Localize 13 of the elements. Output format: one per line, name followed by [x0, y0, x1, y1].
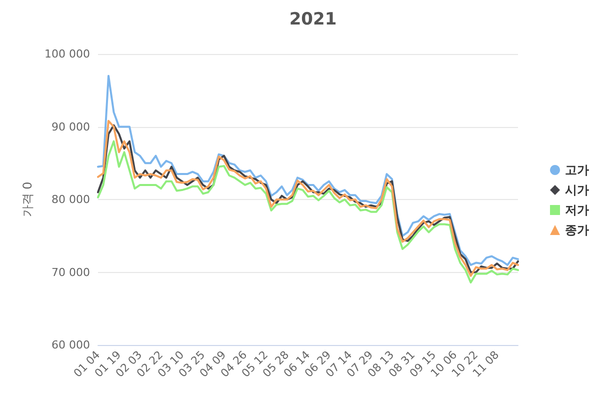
- y-axis-title: 가격 0: [20, 182, 35, 218]
- y-tick-label: 90 000: [52, 120, 90, 134]
- legend-label: 종가: [565, 223, 589, 237]
- line-series: [97, 74, 519, 266]
- legend-label: 저가: [565, 203, 589, 217]
- legend-label: 고가: [565, 163, 589, 177]
- chart-title: 2021: [289, 10, 337, 30]
- y-tick-label: 70 000: [52, 266, 90, 279]
- y-tick-label: 100 000: [44, 48, 90, 60]
- line-series: [97, 140, 519, 284]
- y-tick-label: 60 000: [52, 338, 90, 352]
- legend-label: 시가: [565, 183, 589, 197]
- y-tick-label: 80 000: [52, 193, 90, 206]
